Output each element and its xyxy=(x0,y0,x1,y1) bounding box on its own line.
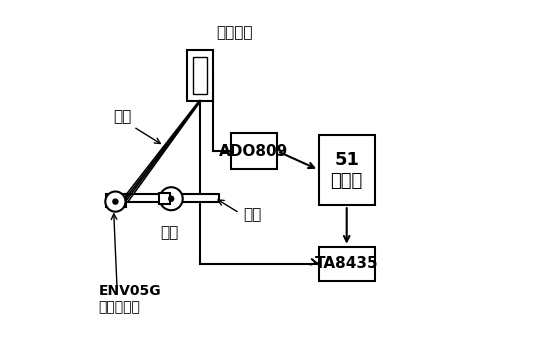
Bar xyxy=(319,247,375,281)
Bar xyxy=(319,135,375,205)
Text: 平板: 平板 xyxy=(243,207,262,222)
Circle shape xyxy=(113,199,118,204)
Circle shape xyxy=(169,196,174,201)
Text: TA8435: TA8435 xyxy=(315,256,379,271)
Bar xyxy=(107,194,126,207)
Circle shape xyxy=(160,187,183,210)
Text: 51
单片机: 51 单片机 xyxy=(331,151,363,189)
Text: ENV05G
陀螺传感器: ENV05G 陀螺传感器 xyxy=(98,284,161,314)
Circle shape xyxy=(106,192,126,212)
Text: 电机: 电机 xyxy=(160,225,178,240)
Text: ADO809: ADO809 xyxy=(219,144,289,159)
Bar xyxy=(159,193,170,204)
Bar xyxy=(125,194,219,202)
Bar xyxy=(231,133,277,169)
Text: 摆杆: 摆杆 xyxy=(114,109,132,125)
Text: 固定支架: 固定支架 xyxy=(216,25,253,40)
Bar xyxy=(187,50,213,101)
Bar xyxy=(193,57,207,94)
